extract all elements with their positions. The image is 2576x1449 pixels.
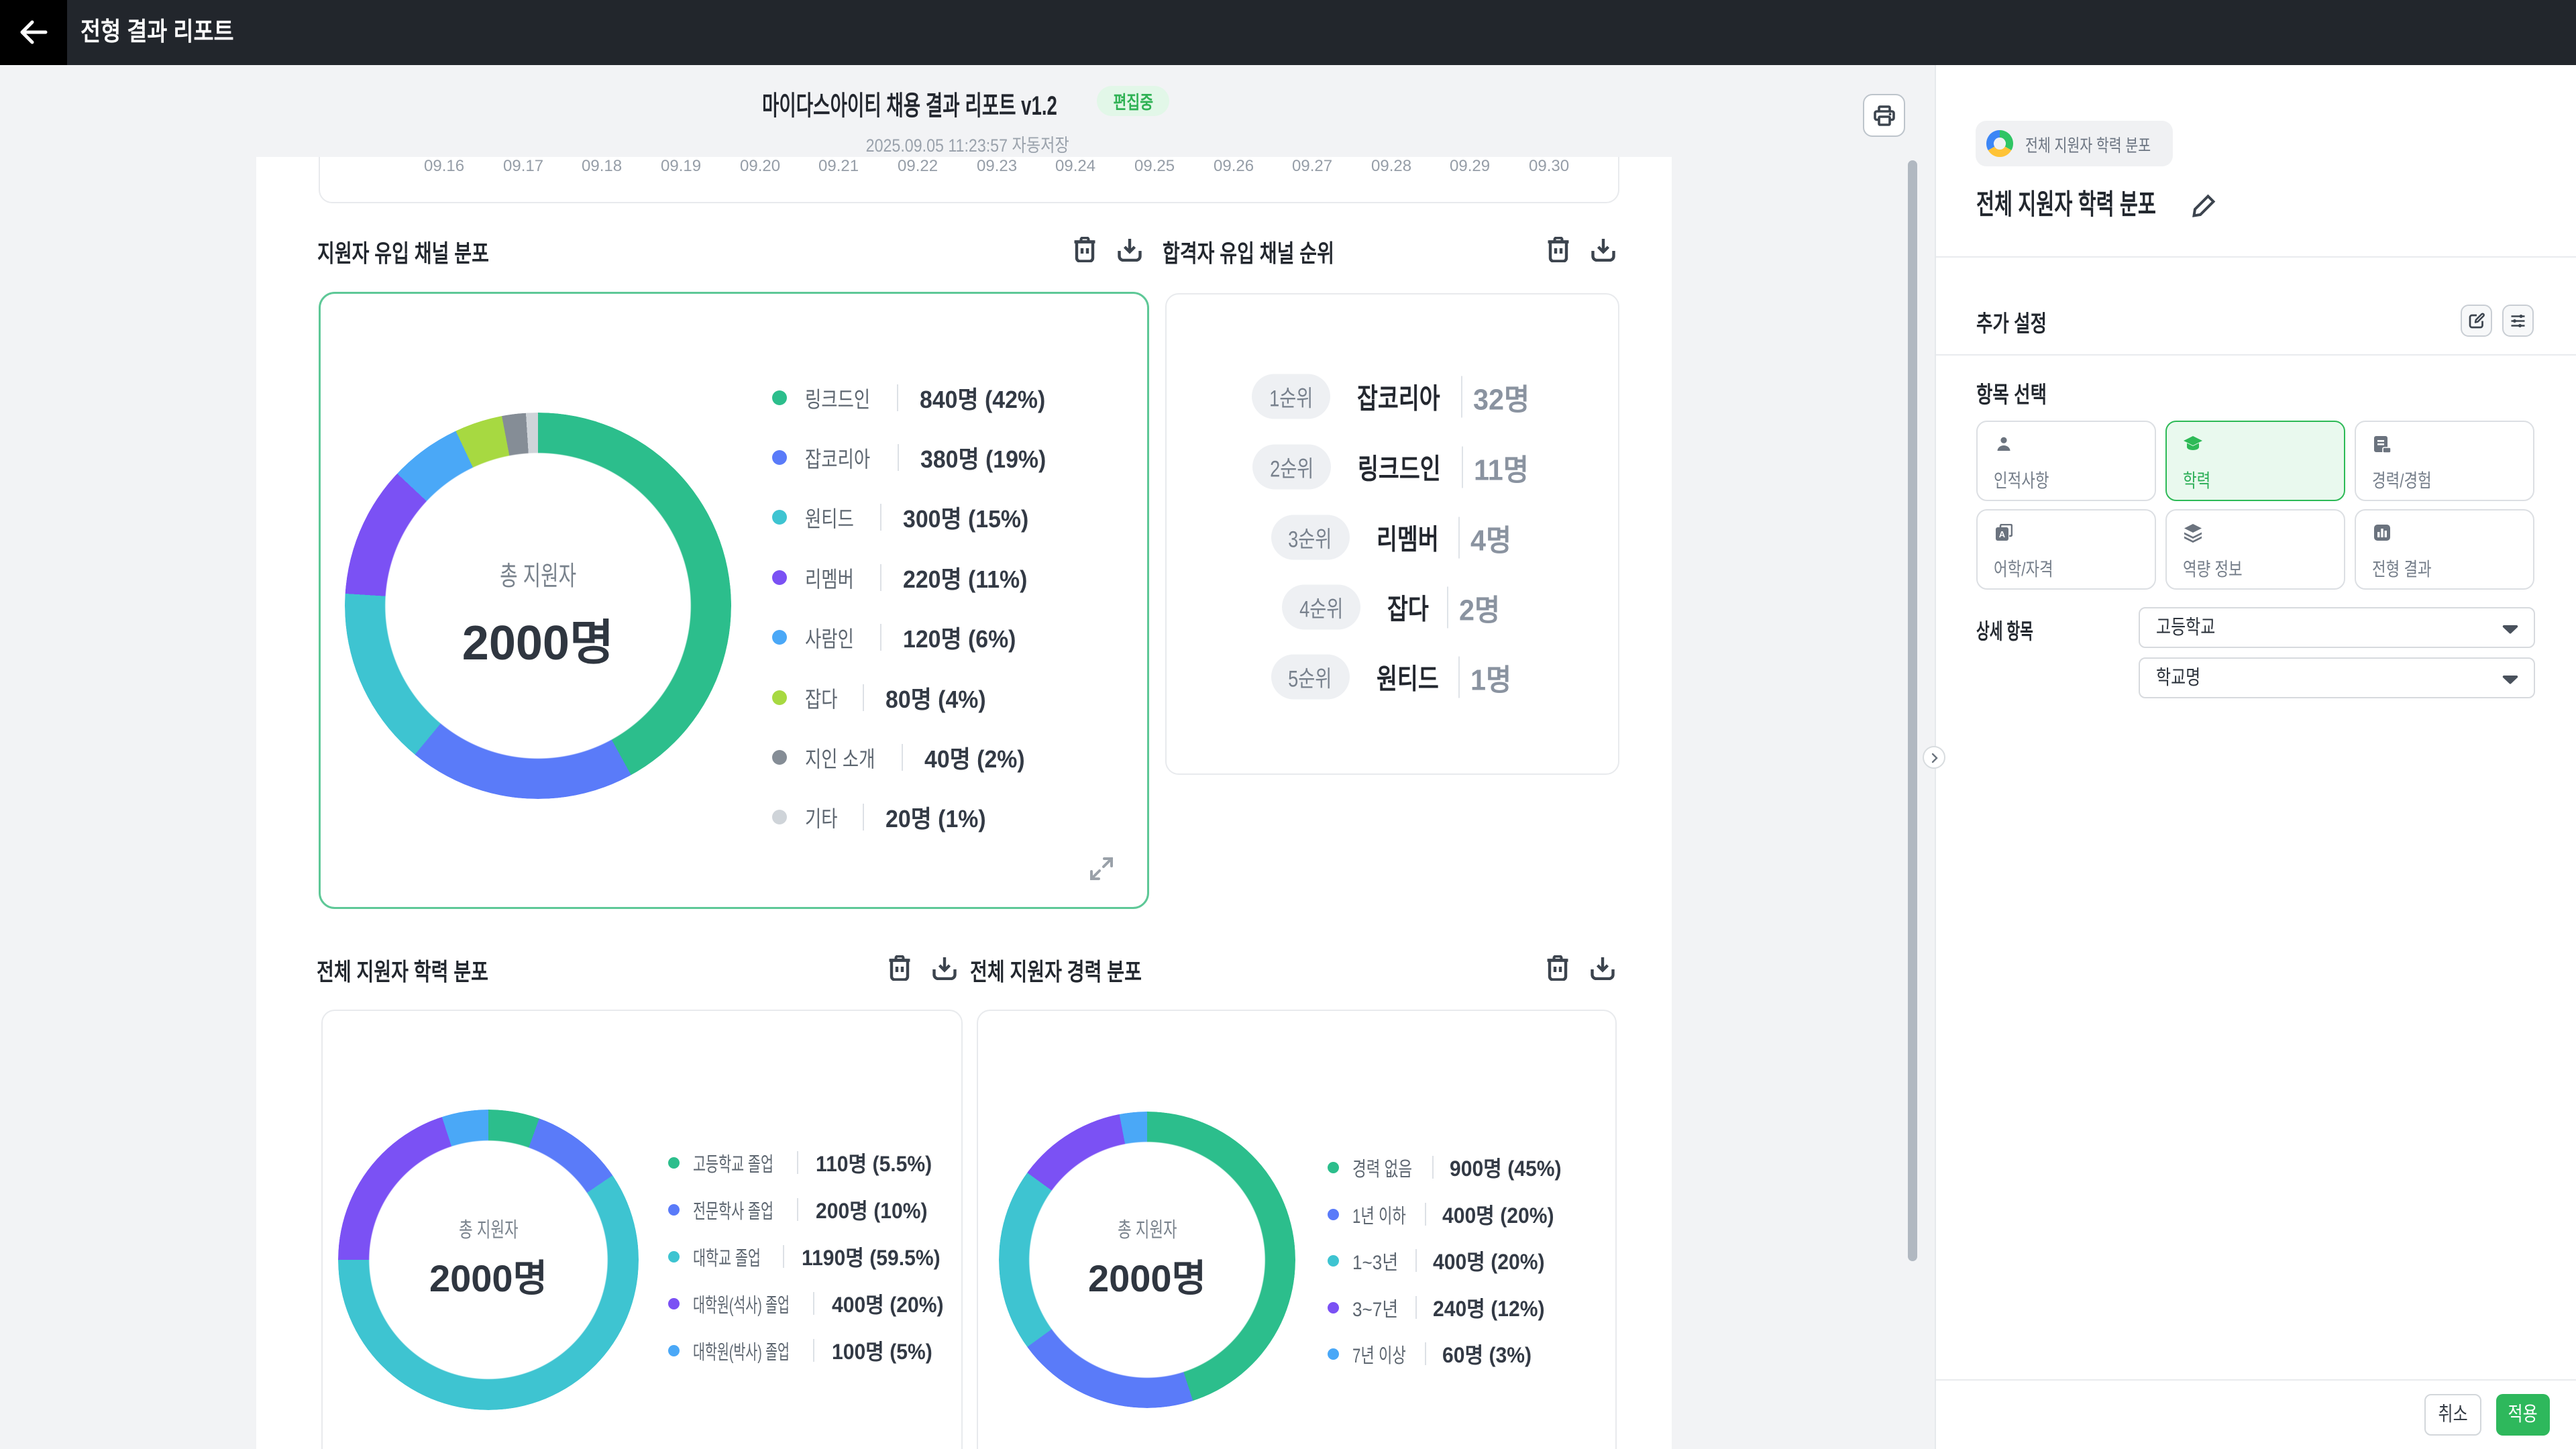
svg-text:A: A: [1999, 529, 2006, 539]
